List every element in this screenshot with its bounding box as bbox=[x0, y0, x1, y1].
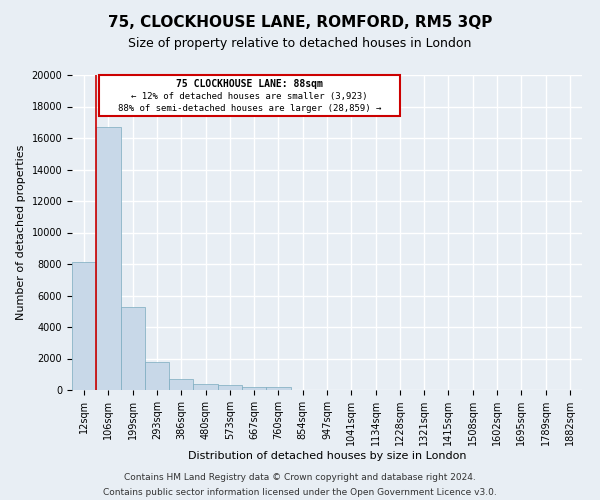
Bar bbox=[193, 384, 218, 390]
FancyBboxPatch shape bbox=[99, 75, 400, 116]
Bar bbox=[121, 306, 145, 390]
Bar bbox=[266, 388, 290, 390]
Y-axis label: Number of detached properties: Number of detached properties bbox=[16, 145, 26, 320]
Bar bbox=[169, 380, 193, 390]
Text: 88% of semi-detached houses are larger (28,859) →: 88% of semi-detached houses are larger (… bbox=[118, 104, 381, 113]
Text: 75, CLOCKHOUSE LANE, ROMFORD, RM5 3QP: 75, CLOCKHOUSE LANE, ROMFORD, RM5 3QP bbox=[108, 15, 492, 30]
Bar bbox=[96, 127, 121, 390]
Bar bbox=[72, 262, 96, 390]
Text: Size of property relative to detached houses in London: Size of property relative to detached ho… bbox=[128, 38, 472, 51]
Text: Contains public sector information licensed under the Open Government Licence v3: Contains public sector information licen… bbox=[103, 488, 497, 497]
Text: Contains HM Land Registry data © Crown copyright and database right 2024.: Contains HM Land Registry data © Crown c… bbox=[124, 473, 476, 482]
Bar bbox=[145, 362, 169, 390]
X-axis label: Distribution of detached houses by size in London: Distribution of detached houses by size … bbox=[188, 451, 466, 461]
Bar bbox=[218, 386, 242, 390]
Text: 75 CLOCKHOUSE LANE: 88sqm: 75 CLOCKHOUSE LANE: 88sqm bbox=[176, 79, 323, 89]
Bar bbox=[242, 387, 266, 390]
Text: ← 12% of detached houses are smaller (3,923): ← 12% of detached houses are smaller (3,… bbox=[131, 92, 368, 101]
